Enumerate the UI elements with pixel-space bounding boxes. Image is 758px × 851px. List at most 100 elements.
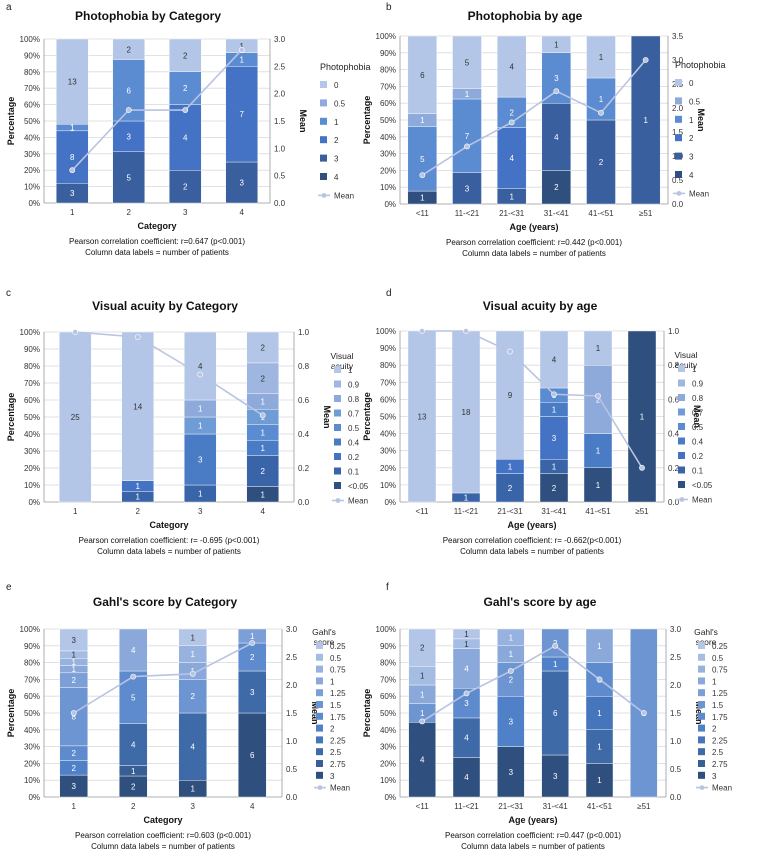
mean-point <box>463 328 469 334</box>
legend-swatch <box>320 136 327 144</box>
bar-data-label: 1 <box>198 490 203 499</box>
bar-segment <box>496 127 527 189</box>
x-tick-label: <11 <box>416 507 430 516</box>
legend-label: 1.5 <box>712 701 724 710</box>
y-tick-label: 80% <box>24 659 40 668</box>
y-tick-label: 60% <box>24 396 40 405</box>
footnote-correlation: Pearson correlation coefficient: r=0.647… <box>69 237 245 246</box>
bar-data-label: 13 <box>418 413 427 422</box>
y-tick-label: 50% <box>380 116 396 125</box>
legend-label: 0 <box>689 79 694 88</box>
bar-segment <box>541 102 572 171</box>
y-tick-label: 40% <box>24 430 40 439</box>
bar-data-label: 1 <box>261 490 266 499</box>
y-tick-label: 40% <box>24 726 40 735</box>
bar-data-label: 4 <box>509 154 514 163</box>
bar-segment <box>184 433 217 486</box>
bar-data-label: 3 <box>509 768 514 777</box>
bar-data-label: 1 <box>261 444 266 453</box>
bar-data-label: 2 <box>183 51 188 60</box>
panel-letter: c <box>6 288 11 299</box>
legend-label: 0.1 <box>692 467 704 476</box>
x-tick-label: 3 <box>198 507 203 516</box>
bar-data-label: 1 <box>599 53 604 62</box>
bar-data-label: 1 <box>596 344 601 353</box>
footnote-labels: Column data labels = number of patients <box>91 842 235 851</box>
mean-point <box>238 47 245 53</box>
bar-data-label: 1 <box>464 640 469 649</box>
bar-data-label: 3 <box>70 189 75 198</box>
legend-swatch <box>675 171 682 178</box>
mean-point <box>134 334 141 340</box>
bar-data-label: 1 <box>70 124 75 133</box>
y-tick-label: 70% <box>24 675 40 684</box>
y2-tick-label: 2.5 <box>670 653 682 662</box>
mean-point <box>551 391 557 398</box>
y2-axis-label: Mean <box>696 108 706 131</box>
bar-data-label: 4 <box>191 743 196 752</box>
y-tick-label: 60% <box>24 692 40 701</box>
y-tick-label: 40% <box>24 133 40 142</box>
panel-letter: d <box>386 288 392 299</box>
legend-swatch <box>678 423 685 430</box>
mean-point <box>553 88 560 95</box>
bar-data-label: 1 <box>464 630 469 639</box>
legend-mean-marker <box>699 785 705 790</box>
bar-data-label: 4 <box>554 133 559 142</box>
bar-segment <box>112 38 145 60</box>
y2-axis-label: Mean <box>298 109 308 132</box>
legend-label: 0.8 <box>348 395 360 404</box>
bar-segment <box>238 670 267 714</box>
x-axis-label: Category <box>137 221 176 231</box>
bar-data-label: 14 <box>133 402 142 411</box>
mean-point <box>197 371 204 378</box>
mean-point <box>69 167 76 174</box>
legend-label: 2 <box>712 725 717 734</box>
legend-label: 1.5 <box>330 701 342 710</box>
bar-data-label: 1 <box>131 767 136 776</box>
y2-tick-label: 2.0 <box>670 681 682 690</box>
legend-swatch <box>316 712 323 720</box>
bar-data-label: 1 <box>509 633 514 642</box>
bar-data-label: 5 <box>420 155 425 164</box>
bar-data-label: 2 <box>183 183 188 192</box>
bar-segment <box>112 120 145 152</box>
bar-data-label: 4 <box>131 741 136 750</box>
y2-tick-label: 2.0 <box>274 90 286 99</box>
bar-segment <box>178 628 207 646</box>
mean-point <box>125 107 132 113</box>
bar-data-label: 1 <box>508 462 513 471</box>
legend-swatch <box>334 395 341 402</box>
legend-label: 0.8 <box>692 394 704 403</box>
x-tick-label: 1 <box>73 507 78 516</box>
panel-letter: b <box>386 2 392 13</box>
legend-label: 1 <box>348 366 353 375</box>
mean-point <box>419 718 426 725</box>
bar-data-label: 2 <box>261 374 266 383</box>
y-axis-label: Percentage <box>362 96 372 145</box>
x-tick-label: <11 <box>416 802 430 811</box>
bar-data-label: 1 <box>597 709 602 718</box>
y-tick-label: 0% <box>28 498 40 507</box>
legend-swatch <box>698 642 705 649</box>
legend-label: 2.5 <box>330 748 342 757</box>
footnote-correlation: Pearson correlation coefficient: r=0.603… <box>75 831 251 840</box>
bar-data-label: 1 <box>465 90 470 99</box>
y2-tick-label: 2.0 <box>672 104 684 113</box>
mean-point <box>72 329 79 335</box>
x-tick-label: ≥51 <box>639 209 653 218</box>
legend-swatch <box>675 152 682 160</box>
bar-segment <box>586 35 616 79</box>
legend-label: 1 <box>330 677 335 686</box>
bar-data-label: 3 <box>127 132 132 141</box>
y2-tick-label: 1.5 <box>672 128 684 137</box>
bar-segment <box>539 416 569 460</box>
legend-swatch <box>678 452 685 459</box>
legend-swatch <box>334 467 341 475</box>
legend: Photophobia 0 0.5 1 2 3 4 Mean <box>673 60 726 198</box>
mean-point <box>507 348 513 355</box>
x-tick-label: ≥51 <box>637 802 651 811</box>
y2-tick-label: 0.0 <box>286 793 298 802</box>
y-tick-label: 90% <box>24 345 40 354</box>
